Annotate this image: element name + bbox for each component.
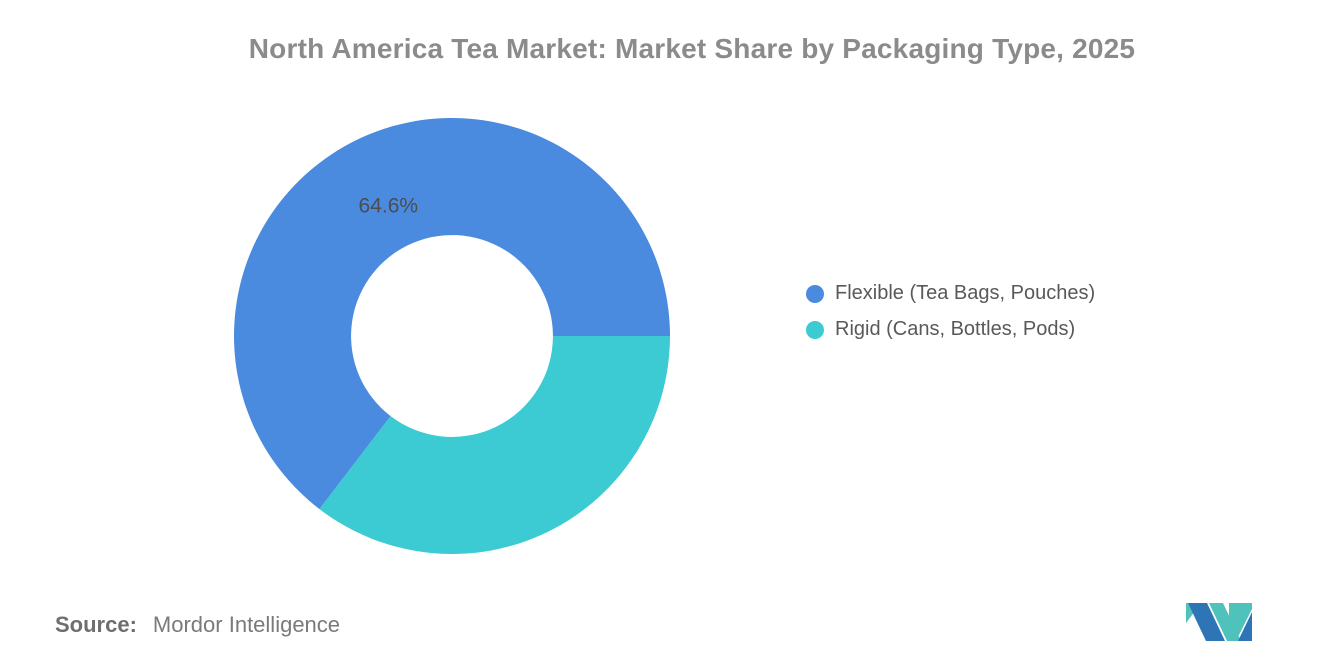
chart-title: North America Tea Market: Market Share b… (248, 33, 1136, 64)
pie-slice-0 (234, 118, 670, 510)
source-label: Source: (55, 612, 137, 637)
legend: Flexible (Tea Bags, Pouches) Rigid (Cans… (806, 282, 1095, 341)
logo-blue-left-band (1188, 603, 1225, 641)
pie-slice-1 (319, 336, 670, 554)
legend-label: Rigid (Cans, Bottles, Pods) (835, 318, 1076, 340)
mordor-intelligence-logo (1186, 603, 1252, 641)
legend-item-flexible: Flexible (Tea Bags, Pouches) (806, 282, 1095, 305)
legend-marker (806, 320, 824, 339)
legend-label: Flexible (Tea Bags, Pouches) (835, 282, 1096, 304)
source-value: Mordor Intelligence (152, 612, 341, 637)
logo-teal-right-block (1229, 603, 1252, 641)
slice-percent-label: 64.6% (359, 195, 419, 218)
donut-chart: 64.6% (234, 118, 670, 554)
logo-blue-right-triangle (1238, 612, 1252, 641)
legend-item-rigid: Rigid (Cans, Bottles, Pods) (806, 318, 1095, 341)
source-line: Source: Mordor Intelligence (55, 612, 340, 638)
legend-marker (806, 284, 824, 303)
